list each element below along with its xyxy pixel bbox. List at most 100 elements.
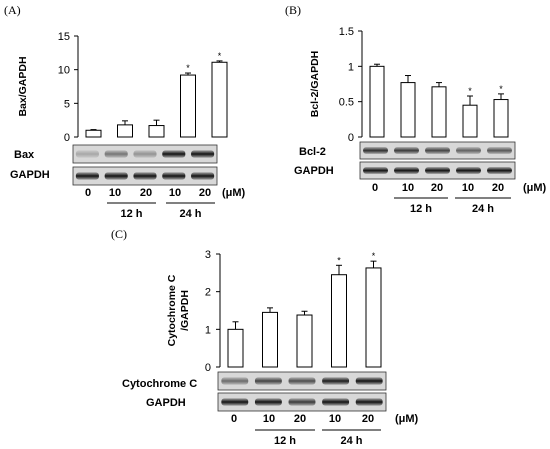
panel-label-a: (A) bbox=[4, 3, 21, 17]
x-tick-label: 0 bbox=[372, 182, 378, 194]
blot-b-label-2: GAPDH bbox=[294, 165, 334, 177]
blot-band bbox=[322, 398, 350, 406]
bar bbox=[262, 311, 278, 368]
significance-star: * bbox=[468, 86, 472, 96]
blot-a: Bax GAPDH bbox=[10, 144, 218, 186]
x-tick-label: 20 bbox=[492, 182, 504, 194]
y-tick-label: 2 bbox=[205, 287, 211, 299]
x-tick-label: 0 bbox=[231, 413, 237, 425]
time-group-label: 12 h bbox=[274, 435, 296, 447]
bar bbox=[369, 65, 385, 138]
x-tick-label: 10 bbox=[263, 413, 275, 425]
y-tick-label: 0 bbox=[64, 132, 70, 144]
time-group-label: 24 h bbox=[179, 208, 201, 220]
blot-a-label-1: Bax bbox=[14, 149, 35, 161]
x-tick-label: 20 bbox=[362, 413, 374, 425]
y-tick-label: 15 bbox=[58, 31, 70, 43]
blot-b: Bcl-2 GAPDH bbox=[294, 141, 516, 180]
bar bbox=[148, 125, 165, 138]
blot-band bbox=[104, 172, 128, 180]
x-tick-label: 10 bbox=[402, 182, 414, 194]
bar bbox=[431, 86, 447, 138]
blot-band bbox=[162, 172, 186, 180]
x-unit-label: (μM) bbox=[222, 187, 246, 199]
bar bbox=[493, 99, 509, 138]
y-tick-label: 1 bbox=[205, 324, 211, 336]
y-tick-label: 1 bbox=[348, 61, 354, 73]
bar bbox=[211, 61, 228, 138]
blot-c-label-1: Cytochrome C bbox=[122, 378, 197, 390]
blot-band bbox=[191, 172, 215, 180]
y-axis-label: Bax/GAPDH bbox=[17, 56, 29, 116]
blot-band bbox=[133, 150, 157, 158]
chart-a: 0 5 10 15 Bax/GAPDH * * bbox=[17, 31, 228, 144]
significance-star: * bbox=[186, 63, 190, 73]
x-tick-label: 20 bbox=[140, 187, 152, 199]
chart-c: 0 1 2 3 Cytochrome C/GAPDH * * bbox=[166, 249, 382, 374]
blot-band bbox=[221, 377, 249, 385]
significance-star: * bbox=[218, 51, 222, 61]
x-tick-label: 10 bbox=[462, 182, 474, 194]
bar bbox=[296, 314, 313, 368]
y-tick-label: 10 bbox=[58, 65, 70, 77]
y-tick-label: 5 bbox=[64, 98, 70, 110]
y-tick-label: 0 bbox=[205, 362, 211, 374]
bar bbox=[180, 74, 196, 138]
blot-band bbox=[394, 147, 419, 154]
time-group-label: 24 h bbox=[340, 435, 362, 447]
y-tick-label: 0.5 bbox=[339, 97, 354, 109]
x-tick-label: 10 bbox=[169, 187, 181, 199]
blot-band bbox=[456, 147, 481, 154]
blot-band bbox=[75, 172, 99, 180]
blot-band bbox=[104, 150, 128, 158]
x-tick-label: 20 bbox=[294, 413, 306, 425]
bar bbox=[400, 82, 416, 138]
blot-band bbox=[355, 398, 383, 406]
blot-band bbox=[487, 147, 512, 154]
panel-label-b: (B) bbox=[285, 3, 301, 17]
blot-c: Cytochrome C GAPDH bbox=[122, 371, 387, 412]
time-group-label: 12 h bbox=[120, 208, 142, 220]
time-group-label: 24 h bbox=[472, 203, 494, 215]
bar bbox=[462, 104, 478, 138]
blot-band bbox=[221, 398, 249, 406]
bar bbox=[227, 328, 244, 368]
y-axis-label-line-2: /GAPDH bbox=[179, 290, 191, 331]
blot-c-label-2: GAPDH bbox=[146, 397, 186, 409]
x-unit-label: (μM) bbox=[395, 413, 419, 425]
panel-label-c: (C) bbox=[111, 227, 127, 241]
x-unit-label: (μM) bbox=[523, 182, 547, 194]
time-group-label: 12 h bbox=[410, 203, 432, 215]
blot-band bbox=[254, 377, 282, 385]
blot-band bbox=[254, 398, 282, 406]
y-axis-label-line-1: Cytochrome C bbox=[166, 274, 178, 346]
chart-b: 0 0.5 1 1.5 Bcl-2/GAPDH * * bbox=[309, 26, 509, 144]
y-axis-label: Bcl-2/GAPDH bbox=[309, 51, 321, 118]
y-tick-label: 1.5 bbox=[339, 26, 354, 38]
bar bbox=[117, 124, 133, 138]
blot-band bbox=[288, 398, 316, 406]
blot-band bbox=[456, 167, 481, 174]
blot-band bbox=[363, 167, 388, 174]
blot-b-label-1: Bcl-2 bbox=[299, 146, 326, 158]
x-tick-label: 20 bbox=[431, 182, 443, 194]
x-axis-a: 0 10 20 10 20 (μM) 12 h 24 h bbox=[85, 187, 246, 220]
x-tick-label: 10 bbox=[109, 187, 121, 199]
blot-band bbox=[191, 150, 215, 158]
bar bbox=[85, 129, 102, 138]
blot-band bbox=[75, 150, 99, 158]
y-tick-label: 0 bbox=[348, 132, 354, 144]
blot-band bbox=[487, 167, 512, 174]
blot-band bbox=[355, 377, 383, 385]
blot-band bbox=[288, 377, 316, 385]
blot-band bbox=[425, 147, 450, 154]
blot-band bbox=[162, 150, 186, 158]
x-tick-label: 20 bbox=[199, 187, 211, 199]
blot-band bbox=[322, 377, 350, 385]
x-tick-label: 0 bbox=[85, 187, 91, 199]
blot-band bbox=[425, 167, 450, 174]
bar bbox=[365, 267, 382, 368]
x-tick-label: 10 bbox=[329, 413, 341, 425]
x-axis-c: 0 10 20 10 20 (μM) 12 h 24 h bbox=[231, 413, 419, 447]
